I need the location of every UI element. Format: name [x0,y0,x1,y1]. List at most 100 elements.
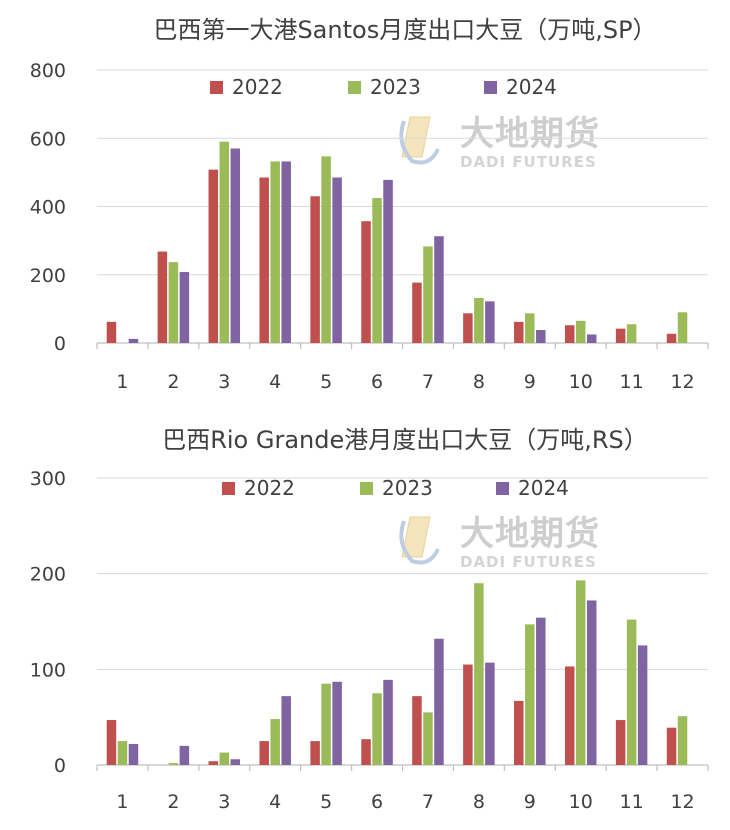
bar [615,328,626,343]
bar [372,693,382,765]
x-tick-label: 11 [620,371,644,393]
bar [626,619,637,765]
bar [106,321,117,343]
bar [281,696,291,765]
x-tick-label: 12 [670,791,694,813]
x-tick-label: 2 [167,791,179,813]
x-tick-label: 8 [473,371,485,393]
series-2024 [128,148,597,343]
watermark-text-en: DADI FUTURES [460,553,597,571]
y-tick-label: 300 [30,468,66,490]
bar [321,683,331,765]
bar [270,719,280,765]
x-tick-label: 10 [569,371,593,393]
bar [434,638,444,765]
y-tick-label: 800 [30,60,66,82]
legend-swatch [222,482,235,495]
watermark-emblem-arc [399,520,440,565]
x-tick-label: 9 [524,791,536,813]
bar [208,761,219,765]
legend-swatch [496,482,509,495]
bar [383,179,393,343]
bar [321,156,331,343]
x-tick-label: 2 [167,371,179,393]
bar [474,583,484,765]
bar [230,148,241,343]
bar [219,141,230,343]
legend-label: 2022 [244,476,295,500]
bar [332,177,342,343]
legend-swatch [484,81,497,94]
bar [412,282,422,343]
bar [666,333,677,343]
x-tick-label: 9 [524,371,536,393]
bar [463,664,473,765]
bar [463,313,473,343]
series-2023 [117,580,688,765]
bar [219,752,230,765]
series-2022 [106,169,677,343]
bar [615,720,626,765]
y-tick-label: 200 [30,564,66,586]
bar [423,712,433,765]
x-tick-label: 1 [116,791,128,813]
x-tick-label: 7 [422,371,434,393]
x-tick-label: 3 [218,371,230,393]
x-tick-label: 4 [269,371,281,393]
legend-label: 2024 [506,75,557,99]
bar [310,741,320,765]
watermark-text-en: DADI FUTURES [460,153,597,171]
y-tick-label: 400 [30,197,66,219]
chart-title: 巴西第一大港Santos月度出口大豆（万吨,SP） [153,16,656,44]
x-tick-label: 7 [422,791,434,813]
bar [485,662,495,765]
bar [361,739,371,765]
watermark-text-cn: 大地期货 [460,114,600,154]
watermark-emblem [401,516,431,558]
bar [106,720,117,765]
bar [666,727,677,765]
bar [564,666,575,765]
bar [168,262,179,343]
series-2022 [106,664,677,765]
x-tick-label: 11 [620,791,644,813]
bar [259,177,269,343]
y-tick-label: 100 [30,659,66,681]
watermark-emblem-arc [399,120,440,165]
bar [179,272,190,343]
bar [586,600,597,765]
x-tick-label: 12 [670,371,694,393]
x-tick-label: 6 [371,791,383,813]
bar [281,161,291,343]
watermark-emblem [401,116,431,158]
x-tick-label: 6 [371,371,383,393]
bar [677,716,688,765]
bar [117,741,128,765]
bar [259,741,269,765]
bar [157,251,168,343]
bar [179,745,190,765]
bar [575,580,586,765]
bar [586,334,597,343]
legend-swatch [210,81,223,94]
x-tick-label: 1 [116,371,128,393]
y-tick-label: 600 [30,128,66,150]
bar [332,681,342,765]
legend-swatch [348,81,361,94]
bar [575,320,586,343]
watermark-text-cn: 大地期货 [460,514,600,554]
x-tick-label: 3 [218,791,230,813]
bar [637,645,648,765]
legend-swatch [360,482,373,495]
legend-label: 2023 [382,476,433,500]
bar [372,197,382,343]
bar [677,312,688,343]
x-tick-label: 8 [473,791,485,813]
bar [536,617,546,765]
bar [525,313,535,343]
chart-title: 巴西Rio Grande港月度出口大豆（万吨,RS） [162,426,648,454]
bar [525,624,535,765]
